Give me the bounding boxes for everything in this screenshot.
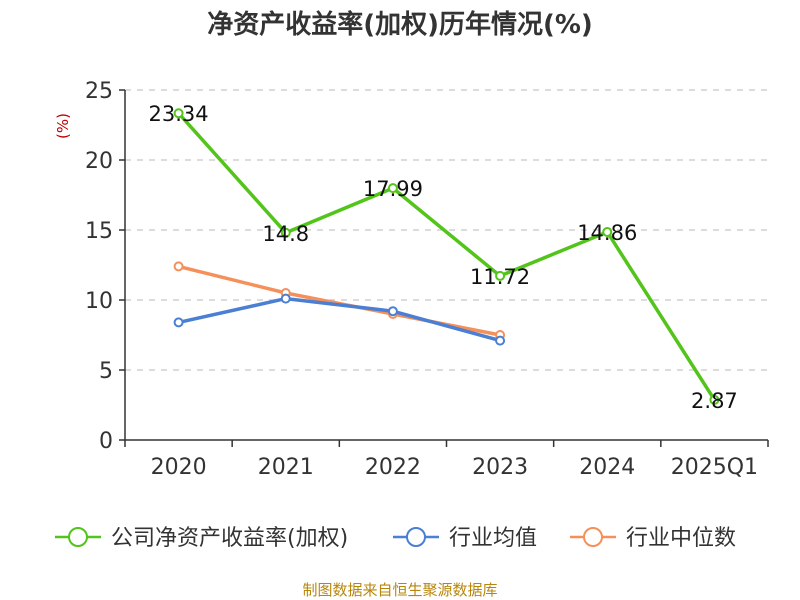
legend-item-0: 公司净资产收益率(加权): [55, 526, 348, 551]
data-point: [280, 293, 291, 304]
y-tick-label: 25: [85, 79, 113, 104]
data-label: 17.99: [363, 177, 423, 201]
data-label: 14.86: [577, 221, 637, 245]
data-point: [173, 261, 184, 272]
x-tick-label: 2024: [579, 455, 635, 480]
data-point: [173, 317, 184, 328]
legend-marker: [68, 527, 88, 547]
legend-label: 公司净资产收益率(加权): [111, 526, 348, 551]
data-label: 11.72: [470, 265, 530, 289]
axes: 0 5 10 15 20 25 2020 2021 2022 2023 2024 2025Q1: [85, 79, 769, 480]
data-label: 23.34: [149, 102, 209, 126]
legend: 公司净资产收益率(加权) 行业均值 行业中位数: [55, 526, 736, 551]
data-label: 2.87: [691, 389, 738, 413]
series-0: [173, 108, 720, 405]
data-labels: 23.34 14.8 17.99 11.72 14.86 2.87: [149, 102, 738, 413]
series-line-2: [178, 264, 501, 337]
series-line-1: [178, 296, 501, 343]
series-layer: [173, 108, 720, 405]
x-tick-label: 2022: [365, 455, 421, 480]
x-tick-label: 2025Q1: [671, 455, 758, 480]
data-point: [495, 335, 506, 346]
y-tick-label: 10: [85, 289, 113, 314]
x-tick-label: 2020: [151, 455, 207, 480]
legend-marker: [583, 527, 603, 547]
y-tick-label: 5: [99, 359, 113, 384]
legend-label: 行业均值: [449, 526, 537, 551]
legend-item-2: 行业中位数: [570, 526, 736, 551]
data-label: 14.8: [262, 222, 309, 246]
legend-item-1: 行业均值: [393, 526, 537, 551]
y-tick-label: 20: [85, 149, 113, 174]
data-point: [602, 226, 613, 237]
y-tick-label: 15: [85, 219, 113, 244]
chart-title: 净资产收益率(加权)历年情况(%): [207, 9, 593, 40]
y-tick-label: 0: [99, 429, 113, 454]
data-point: [495, 270, 506, 281]
x-tick-label: 2021: [258, 455, 314, 480]
data-point: [173, 108, 184, 119]
data-point: [280, 227, 291, 238]
series-1: [173, 293, 506, 346]
data-point: [709, 394, 720, 405]
data-point: [387, 306, 398, 317]
legend-marker: [406, 527, 426, 547]
data-point: [387, 183, 398, 194]
data-source-note: 制图数据来自恒生聚源数据库: [302, 581, 497, 599]
series-line-0: [177, 112, 716, 401]
x-tick-label: 2023: [472, 455, 528, 480]
legend-label: 行业中位数: [626, 526, 736, 551]
y-axis-unit-label: (%): [54, 113, 72, 139]
